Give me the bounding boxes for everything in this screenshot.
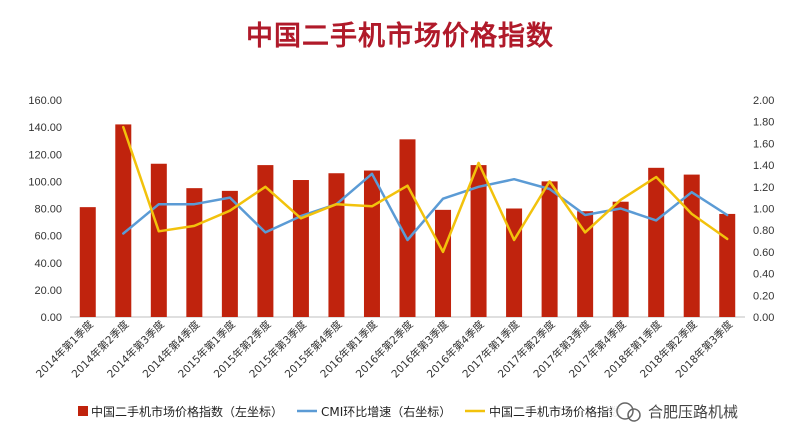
bar <box>328 173 345 317</box>
right-y-tick-label: 1.60 <box>753 138 774 150</box>
right-y-tick-label: 0.20 <box>753 290 774 302</box>
bar <box>719 213 736 317</box>
legend-swatch-bar <box>78 406 88 416</box>
right-y-tick-label: 1.80 <box>753 117 774 129</box>
left-y-tick-label: 140.00 <box>28 122 62 134</box>
right-y-tick-label: 1.40 <box>753 160 774 172</box>
cmi-growth-line <box>122 172 729 242</box>
x-tick-labels: 2014年第1季度2014年第2季度2014年第3季度2014年第4季度2015… <box>33 318 735 381</box>
right-y-tick-label: 0.80 <box>753 225 774 237</box>
right-y-tick-label: 1.00 <box>753 204 774 216</box>
bar <box>506 208 523 317</box>
bar <box>470 165 487 317</box>
bar <box>150 163 167 317</box>
bar <box>612 201 629 317</box>
bar <box>257 165 274 317</box>
bar <box>79 207 96 317</box>
left-y-tick-label: 20.00 <box>34 285 62 297</box>
bar <box>541 181 558 317</box>
bar-series <box>79 124 736 317</box>
left-y-tick-label: 80.00 <box>34 204 62 216</box>
watermark-text: 合肥压路机械 <box>648 403 738 421</box>
bar <box>435 209 452 317</box>
legend-label: CMI环比增速（右坐标） <box>321 404 451 419</box>
bar <box>399 139 416 317</box>
left-y-tick-label: 40.00 <box>34 258 62 270</box>
watermark: 合肥压路机械 <box>612 398 798 424</box>
axes: 0.00 20.00 40.00 60.00 80.00 100.00 120.00 140.… <box>28 95 774 324</box>
legend-label: 中国二手机市场价格指数 <box>489 404 621 419</box>
right-y-tick-label: 0.60 <box>753 247 774 259</box>
bar <box>363 170 380 317</box>
left-y-tick-label: 160.00 <box>28 95 62 107</box>
wechat-icon-inner <box>627 408 641 422</box>
right-y-tick-label: 2.00 <box>753 95 774 107</box>
left-y-tick-label: 0.00 <box>41 312 62 324</box>
chart-title: 中国二手机市场价格指数 <box>246 21 554 52</box>
wechat-icon <box>616 402 634 420</box>
bar <box>186 188 203 317</box>
right-y-tick-label: 0.00 <box>753 312 774 324</box>
right-y-tick-label: 0.40 <box>753 269 774 281</box>
watermark-background <box>612 398 798 424</box>
legend-label: 中国二手机市场价格指数（左坐标） <box>91 404 283 419</box>
price-index-line <box>122 125 729 254</box>
bar <box>292 180 309 317</box>
left-y-tick-label: 100.00 <box>28 176 62 188</box>
bar <box>577 211 594 317</box>
left-y-tick-label: 120.00 <box>28 149 62 161</box>
bar <box>648 167 665 317</box>
legend: 中国二手机市场价格指数（左坐标） CMI环比增速（右坐标） 中国二手机市场价格指数 <box>78 404 621 419</box>
bar <box>221 190 238 317</box>
right-y-tick-label: 1.20 <box>753 182 774 194</box>
left-y-tick-label: 60.00 <box>34 231 62 243</box>
line-series <box>122 125 729 254</box>
bar <box>115 124 132 317</box>
